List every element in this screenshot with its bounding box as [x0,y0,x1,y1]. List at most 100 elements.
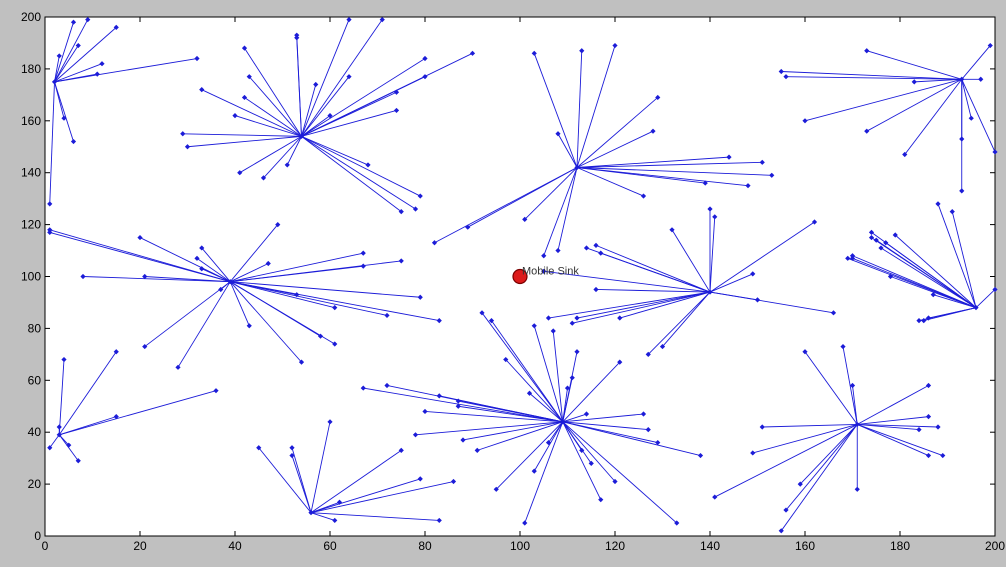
cluster-link [201,268,231,283]
sensor-node [275,222,281,228]
cluster-link [139,237,231,283]
cluster-link [234,115,302,137]
sensor-node [940,452,946,459]
cluster-link [709,273,753,293]
sensor-node [802,118,808,124]
x-tick-label: 140 [700,539,720,553]
sensor-node [142,343,148,350]
cluster-link [857,385,929,425]
sensor-node [422,408,428,415]
cluster-link [557,167,578,251]
cluster-head-node [854,421,860,428]
sensor-node [412,432,419,438]
cluster-link [230,281,335,345]
cluster-link [961,45,991,80]
sensor-node [384,312,390,319]
sensor-node [569,375,575,381]
sensor-node [911,79,917,85]
cluster-link [562,421,678,524]
sensor-node [488,318,495,324]
cluster-link [562,413,587,423]
cluster-link [363,387,563,423]
sensor-node [194,255,200,261]
sensor-node [849,255,856,261]
sensor-node [883,240,889,246]
sensor-node [450,478,457,485]
y-tick-label: 180 [21,62,41,76]
sensor-node [56,424,62,430]
sensor-node [360,263,366,269]
sensor-node [94,71,100,77]
cluster-link [533,421,564,472]
sensor-node [930,292,936,298]
cluster-link [671,229,711,293]
sensor-node [526,390,533,396]
cluster-link [576,291,711,319]
cluster-link [491,320,564,423]
cluster-link [562,421,592,464]
sensor-node [887,273,894,280]
cluster-link [709,291,834,314]
sensor-node [99,61,105,67]
sensor-node [465,224,471,230]
sensor-node [398,209,404,215]
cluster-link [576,45,616,168]
cluster-head-node [560,419,566,425]
sensor-node [469,50,476,56]
cluster-link [576,97,659,168]
cluster-link [481,312,564,423]
y-tick-label: 60 [28,373,42,387]
cluster-link [595,244,711,293]
sensor-node [925,382,932,389]
x-tick-label: 60 [323,539,337,553]
sensor-node [503,356,509,363]
cluster-link [54,19,89,83]
cluster-link [572,291,711,324]
cluster-link [54,22,74,83]
sensor-node [241,45,248,51]
cluster-link [928,307,977,319]
ticks-layer: 0 20 40 60 80 100 120 140 160 180 200 0 20 40 60 80 100 1… [21,10,1005,553]
cluster-link [857,416,929,425]
sensor-node [674,520,680,526]
cluster-link [54,27,117,83]
cluster-link [201,247,231,282]
sensor-node [85,16,91,23]
sensor-node [588,460,594,466]
sensor-node [180,131,186,137]
sensor-node [992,286,998,293]
cluster-link [548,421,564,443]
cluster-link [49,434,60,449]
sensor-node [854,486,860,492]
cluster-head-node [707,289,713,295]
cluster-link [462,421,563,441]
sensor-node [778,528,784,534]
cluster-link [58,359,65,435]
sensor-node [289,452,295,459]
sensor-node [617,315,623,321]
sensor-node [298,359,305,365]
sensor-node [759,424,765,430]
sensor-node [346,16,352,23]
cluster-link [258,447,312,513]
sensor-node [569,320,575,326]
cluster-link [562,351,578,422]
cluster-link [230,260,402,283]
cluster-link [562,421,649,431]
sensor-node [702,180,708,186]
cluster-link [885,242,977,309]
sensor-node [289,445,295,451]
sensor-node [241,94,248,101]
sensor-node [925,452,932,459]
cluster-link [458,405,563,423]
sensor-node [531,468,537,474]
cluster-link [230,281,335,309]
sensor-node [460,437,466,443]
sensor-node [892,232,898,238]
sensor-node [769,172,775,178]
sensor-node [873,237,879,243]
mobile-sink-label: Mobile Sink [522,266,579,278]
cluster-link [937,203,977,308]
sensor-node [332,517,338,524]
sensor-node [246,323,252,329]
